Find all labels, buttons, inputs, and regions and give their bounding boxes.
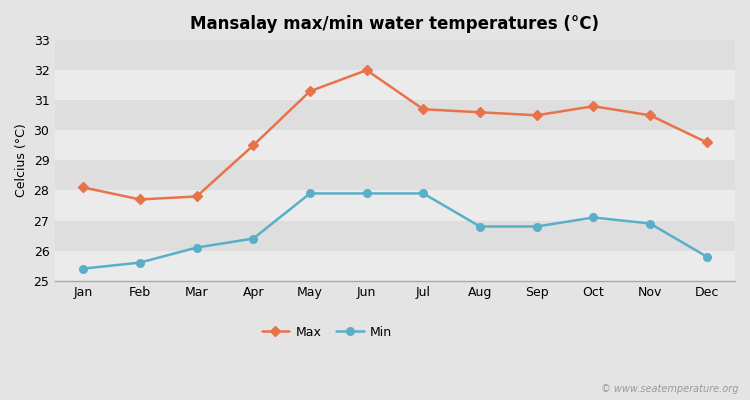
Line: Max: Max — [80, 67, 710, 203]
Min — [419, 191, 428, 196]
Max — [589, 104, 598, 109]
Max — [79, 185, 88, 190]
Min — [589, 215, 598, 220]
Max — [419, 107, 428, 112]
Bar — [55, 40, 735, 70]
Bar — [55, 100, 735, 130]
Text: © www.seatemperature.org: © www.seatemperature.org — [602, 384, 739, 394]
Max — [532, 113, 542, 118]
Min — [249, 236, 258, 241]
Max — [136, 197, 145, 202]
Min — [362, 191, 371, 196]
Bar — [55, 160, 735, 190]
Max — [702, 140, 711, 145]
Max — [249, 143, 258, 148]
Legend: Max, Min: Max, Min — [256, 320, 398, 344]
Min — [79, 266, 88, 271]
Max — [305, 89, 314, 94]
Bar — [55, 130, 735, 160]
Line: Min: Min — [80, 190, 710, 272]
Max — [476, 110, 484, 115]
Bar — [55, 70, 735, 100]
Min — [702, 254, 711, 259]
Bar — [55, 190, 735, 220]
Title: Mansalay max/min water temperatures (°C): Mansalay max/min water temperatures (°C) — [190, 15, 599, 33]
Max — [646, 113, 655, 118]
Bar — [55, 220, 735, 250]
Min — [305, 191, 314, 196]
Min — [646, 221, 655, 226]
Max — [362, 68, 371, 72]
Min — [532, 224, 542, 229]
Max — [192, 194, 201, 199]
Y-axis label: Celcius (°C): Celcius (°C) — [15, 124, 28, 197]
Bar — [55, 250, 735, 281]
Min — [192, 245, 201, 250]
Min — [476, 224, 484, 229]
Min — [136, 260, 145, 265]
